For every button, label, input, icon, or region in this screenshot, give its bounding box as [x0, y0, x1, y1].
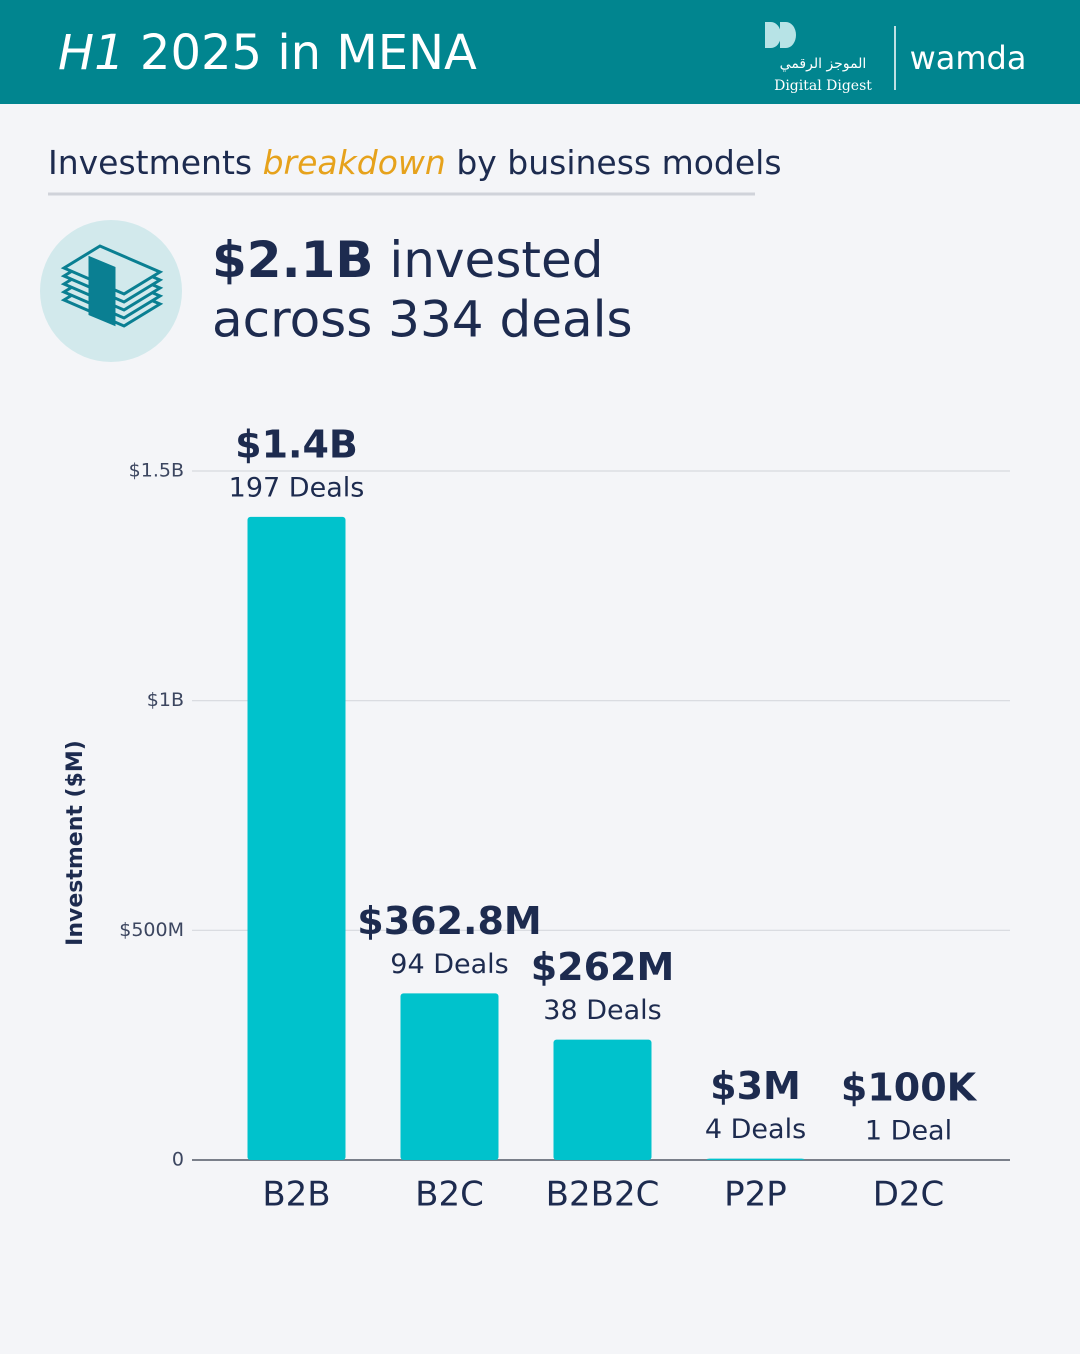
- headline-rest: invested: [389, 231, 603, 289]
- bar: [248, 517, 346, 1160]
- y-tick-label: $1B: [147, 689, 184, 711]
- deal-label: 197 Deals: [229, 472, 365, 503]
- value-label: $1.4B: [235, 422, 358, 466]
- bar: [554, 1040, 652, 1160]
- y-tick-label: 0: [172, 1149, 184, 1171]
- logo-english: Digital Digest: [774, 78, 872, 94]
- value-label: $100K: [841, 1065, 978, 1109]
- subtitle-after: by business models: [456, 143, 781, 182]
- y-axis-label: Investment ($M): [63, 740, 88, 946]
- header-title: H1 2025 in MENA: [58, 25, 477, 81]
- headline-amount: $2.1B: [212, 231, 373, 289]
- headline-line2: across 334 deals: [212, 291, 633, 349]
- deal-label: 38 Deals: [543, 995, 661, 1026]
- x-tick-label: B2B2C: [546, 1175, 660, 1215]
- value-label: $3M: [710, 1064, 801, 1108]
- title-italic: H1: [58, 25, 125, 81]
- value-label: $362.8M: [357, 899, 541, 943]
- logo-arabic: الموجز الرقمي: [780, 56, 867, 72]
- x-tick-label: P2P: [724, 1175, 787, 1215]
- money-icon: [40, 220, 182, 362]
- x-tick-label: B2C: [415, 1175, 484, 1215]
- subtitle-before: Investments: [48, 143, 252, 182]
- subtitle: Investments breakdown by business models: [48, 143, 782, 182]
- headline-line1: $2.1B invested: [212, 231, 603, 289]
- logo-mark: [765, 22, 796, 48]
- title-rest: 2025 in MENA: [140, 25, 477, 81]
- deal-label: 4 Deals: [705, 1114, 806, 1145]
- subtitle-highlight: breakdown: [263, 143, 446, 182]
- y-tick-label: $1.5B: [129, 460, 184, 482]
- logo-wamda: wamda: [910, 39, 1027, 77]
- x-tick-label: B2B: [262, 1175, 330, 1215]
- bar: [401, 993, 499, 1160]
- deal-label: 1 Deal: [865, 1115, 952, 1146]
- bar: [707, 1159, 805, 1160]
- deal-label: 94 Deals: [390, 949, 508, 980]
- value-label: $262M: [531, 945, 675, 989]
- y-tick-label: $500M: [119, 919, 184, 941]
- x-tick-label: D2C: [873, 1175, 945, 1215]
